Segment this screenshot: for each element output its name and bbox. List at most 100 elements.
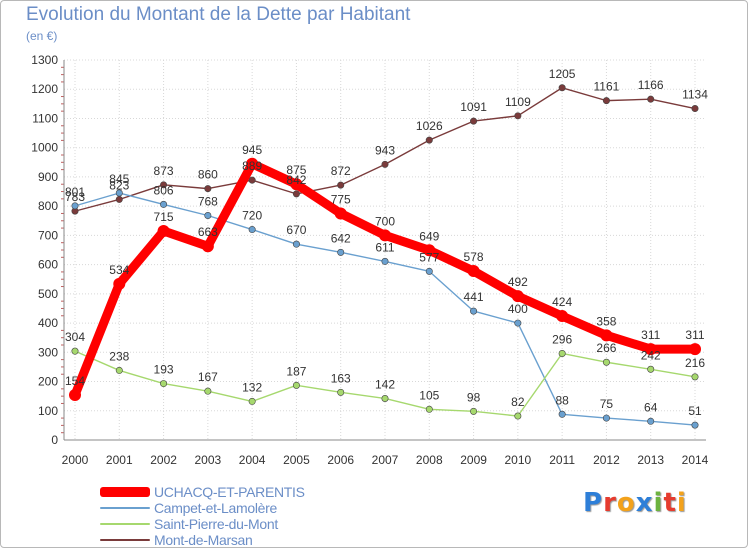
data-point <box>71 347 79 355</box>
data-label: 242 <box>641 348 661 362</box>
data-label: 105 <box>419 388 439 402</box>
data-label: 945 <box>242 143 262 157</box>
y-tick-label: 400 <box>38 316 58 330</box>
data-label: 1134 <box>682 88 708 102</box>
data-point <box>470 307 478 315</box>
data-point <box>691 421 699 429</box>
data-point <box>337 181 345 189</box>
legend-swatch-saint-pierre <box>100 523 150 525</box>
proxiti-logo: Proxiti <box>583 488 687 518</box>
legend: UCHACQ-ET-PARENTIS Campet-et-Lamolère Sa… <box>100 484 305 548</box>
data-label: 649 <box>419 229 439 243</box>
x-tick-label: 2001 <box>106 453 133 467</box>
data-label: 400 <box>508 302 528 316</box>
data-point <box>470 407 478 415</box>
y-tick-label: 500 <box>38 287 58 301</box>
x-tick-label: 2002 <box>150 453 177 467</box>
data-point <box>425 136 433 144</box>
data-point <box>204 387 212 395</box>
data-label: 296 <box>552 332 572 346</box>
data-point <box>71 202 79 210</box>
data-label: 775 <box>331 192 351 206</box>
data-point <box>334 207 347 220</box>
data-point <box>514 412 522 420</box>
data-label: 842 <box>286 173 306 187</box>
y-tick-label: 900 <box>38 170 58 184</box>
data-point <box>602 358 610 366</box>
data-point <box>204 212 212 220</box>
data-label: 311 <box>685 328 704 342</box>
data-point <box>69 388 81 401</box>
data-label: 238 <box>109 349 129 363</box>
data-point <box>600 329 613 342</box>
y-tick-label: 1000 <box>31 141 58 155</box>
data-label: 642 <box>331 231 351 245</box>
data-point <box>160 380 168 388</box>
data-label: 82 <box>511 395 525 409</box>
data-label: 75 <box>600 397 614 411</box>
y-tick-label: 100 <box>38 404 58 418</box>
legend-item-uchacq: UCHACQ-ET-PARENTIS <box>100 484 305 500</box>
x-tick-label: 2003 <box>195 453 222 467</box>
data-label: 943 <box>375 143 395 157</box>
data-point <box>160 181 168 189</box>
data-label: 1161 <box>594 80 620 94</box>
data-label: 860 <box>198 168 218 182</box>
data-label: 577 <box>419 250 439 264</box>
data-point <box>558 410 566 418</box>
legend-item-saint-pierre: Saint-Pierre-du-Mont <box>100 516 305 532</box>
data-point <box>204 185 212 193</box>
y-tick-label: 200 <box>38 375 58 389</box>
legend-label-mont-de-marsan: Mont-de-Marsan <box>154 532 253 548</box>
data-point <box>514 112 522 120</box>
legend-label-saint-pierre: Saint-Pierre-du-Mont <box>154 516 278 532</box>
data-label: 823 <box>109 178 129 192</box>
x-tick-label: 2007 <box>372 453 399 467</box>
x-tick-label: 2010 <box>505 453 532 467</box>
data-point <box>691 105 699 113</box>
data-point <box>201 240 214 253</box>
logo-letter: o <box>616 488 636 518</box>
data-label: 578 <box>464 250 484 264</box>
data-point <box>157 225 170 237</box>
data-label: 304 <box>65 330 85 344</box>
x-tick-label: 2014 <box>682 453 709 467</box>
legend-swatch-mont-de-marsan <box>100 539 150 541</box>
data-label: 167 <box>198 370 218 384</box>
data-point <box>292 190 300 198</box>
logo-letter: i <box>653 488 664 518</box>
data-point <box>647 417 655 425</box>
legend-swatch-campet <box>100 507 150 509</box>
data-point <box>290 178 303 191</box>
data-label: 187 <box>286 364 306 378</box>
data-point <box>644 343 657 356</box>
data-label: 1109 <box>505 95 531 109</box>
data-point <box>425 405 433 413</box>
x-tick-label: 2011 <box>549 453 575 467</box>
legend-item-mont-de-marsan: Mont-de-Marsan <box>100 532 305 548</box>
data-point <box>514 319 522 327</box>
legend-label-uchacq: UCHACQ-ET-PARENTIS <box>154 484 305 500</box>
chart-title: Evolution du Montant de la Dette par Hab… <box>26 4 411 25</box>
data-point <box>423 244 436 257</box>
data-point <box>602 97 610 105</box>
data-point <box>248 397 256 405</box>
data-label: 720 <box>242 209 262 223</box>
y-tick-label: 600 <box>38 258 58 272</box>
data-point <box>113 277 126 290</box>
data-label: 670 <box>286 223 306 237</box>
x-tick-label: 2000 <box>62 453 89 467</box>
y-tick-label: 300 <box>38 345 58 359</box>
data-label: 424 <box>552 295 572 309</box>
data-point <box>602 414 610 422</box>
data-point <box>470 117 478 125</box>
data-point <box>467 265 480 278</box>
data-point <box>381 394 389 402</box>
data-point <box>558 84 566 92</box>
logo-letter: t <box>663 488 677 518</box>
x-tick-label: 2008 <box>416 453 443 467</box>
data-label: 98 <box>467 390 481 404</box>
data-point <box>425 267 433 275</box>
data-point <box>115 366 123 374</box>
